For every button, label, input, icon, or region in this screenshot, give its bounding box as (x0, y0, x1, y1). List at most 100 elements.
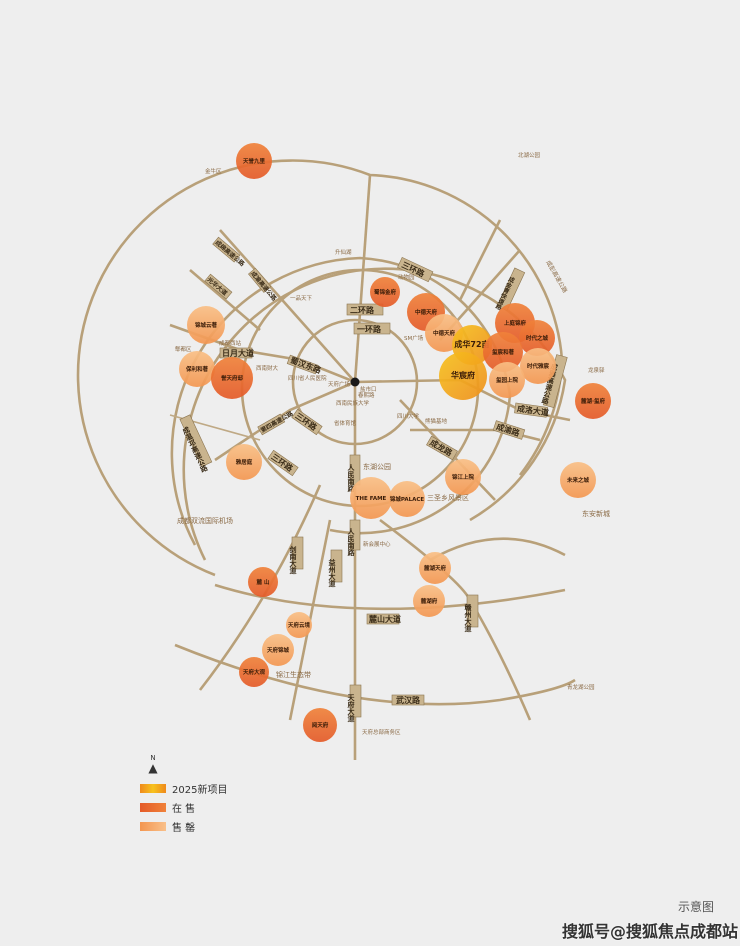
road-label-wuhan: 武汉路 (391, 694, 425, 706)
project-label: 誉天府邸 (220, 374, 244, 382)
svg-text:成彭高速公路: 成彭高速公路 (544, 259, 569, 294)
watermark: 搜狐号@搜狐焦点成都站 (562, 922, 739, 941)
project-circle-on-sale[interactable] (370, 277, 400, 307)
project-circle-sold-out[interactable] (560, 462, 596, 498)
road-label-riyue: 日月大道 (219, 347, 254, 359)
svg-text:三圣乡风景区: 三圣乡风景区 (427, 494, 469, 502)
legend: 2025新项目 在 售 售 罄 (140, 779, 227, 836)
project-marker[interactable]: 锦城PALACE (389, 481, 425, 517)
svg-text:熊猫基地: 熊猫基地 (425, 417, 448, 425)
project-circle-sold-out[interactable] (419, 552, 451, 584)
project-circle-sold-out[interactable] (413, 585, 445, 617)
road-label-xiaolong: 第四高速公路 (257, 409, 295, 436)
svg-text:动物园: 动物园 (398, 273, 415, 281)
svg-text:益州大道: 益州大道 (328, 558, 337, 588)
project-label: 玺园上院 (496, 376, 519, 384)
project-marker[interactable]: 雅居庭 (226, 444, 262, 480)
project-marker[interactable]: 麓湖天府 (419, 552, 451, 584)
project-marker[interactable]: 阅天府 (303, 708, 337, 742)
project-label: 华宸府 (451, 370, 475, 380)
road-label-ganzhou: 赣州大道 (464, 594, 479, 633)
project-label: 中德天府 (415, 308, 438, 316)
project-marker[interactable]: 未来之城 (560, 462, 596, 498)
legend-swatch-new (140, 784, 166, 793)
project-circle-on-sale[interactable] (236, 143, 272, 179)
project-circle-on-sale[interactable] (211, 357, 253, 399)
svg-text:剑南大道: 剑南大道 (289, 545, 298, 575)
project-label: THE FAME (356, 496, 387, 502)
project-label: 麓湖天府 (424, 564, 447, 572)
svg-text:赣州大道: 赣州大道 (464, 603, 473, 633)
project-label: 未来之城 (566, 476, 590, 484)
project-label: 天府锦城 (267, 646, 290, 654)
project-marker[interactable]: 玺宸和著 (483, 332, 523, 372)
project-marker[interactable]: 麓湖府 (413, 585, 445, 617)
svg-text:天府大道: 天府大道 (347, 694, 356, 723)
project-marker[interactable]: 玺园上院 (489, 362, 525, 398)
road-label-longquan: 成渝高速公路 (248, 267, 279, 303)
project-marker[interactable]: 天府大观 (239, 657, 269, 687)
svg-text:新会展中心: 新会展中心 (363, 540, 391, 548)
road-label-chengyu: 成渝路 (492, 420, 526, 440)
project-marker[interactable]: THE FAME (350, 477, 392, 519)
svg-text:二环路: 二环路 (350, 305, 375, 315)
svg-text:人民南路: 人民南路 (347, 527, 356, 557)
road-label-ring3-sw: 三环路 (267, 449, 299, 477)
project-marker[interactable]: 誉天府邸 (211, 357, 253, 399)
city-center-marker (350, 377, 360, 387)
schematic-note: 示意图 (678, 900, 715, 914)
project-marker[interactable]: 天誉九里 (236, 143, 272, 179)
project-circle-on-sale[interactable] (248, 567, 278, 597)
project-circle-sold-out[interactable] (445, 459, 481, 495)
project-circle-sold-out[interactable] (286, 612, 312, 638)
project-marker[interactable]: 蜀锦金府 (370, 277, 400, 307)
road-label-ring1: 一环路 (353, 322, 391, 335)
project-circle-sold-out[interactable] (187, 306, 225, 344)
project-circle-on-sale[interactable] (239, 657, 269, 687)
project-marker[interactable]: 锦城云著 (187, 306, 225, 344)
project-marker[interactable]: 麓湖·玺府 (575, 383, 611, 419)
svg-text:天府广场: 天府广场 (328, 380, 351, 388)
legend-item-new: 2025新项目 (140, 779, 227, 798)
project-marker[interactable]: 时代之城 (519, 320, 555, 356)
project-circle-sold-out[interactable] (262, 634, 294, 666)
project-marker[interactable]: 麓 山 (248, 567, 278, 597)
project-label: 玺宸和著 (492, 348, 515, 356)
project-label: 天誉九里 (243, 157, 266, 165)
road-label-ring2-sw: 三环路 (291, 408, 323, 436)
project-marker[interactable]: 天府锦城 (262, 634, 294, 666)
project-marker[interactable]: 时代雅宸 (520, 348, 556, 384)
project-label: 蜀锦金府 (374, 288, 397, 296)
project-circle-sold-out[interactable] (520, 348, 556, 384)
project-circle-sold-out[interactable] (226, 444, 262, 480)
project-label: 天府大观 (243, 668, 266, 676)
project-circle-sold-out[interactable] (489, 362, 525, 398)
road-label-chengluo: 成洛大道 (514, 402, 550, 418)
legend-label: 在 售 (172, 804, 196, 815)
project-marker[interactable]: 锦江上院 (445, 459, 481, 495)
svg-text:郫都区: 郫都区 (175, 345, 192, 353)
project-label: 锦城PALACE (390, 495, 425, 503)
svg-text:锦江生态带: 锦江生态带 (276, 670, 311, 679)
project-circle-on-sale[interactable] (303, 708, 337, 742)
svg-text:西南民族大学: 西南民族大学 (336, 399, 370, 407)
project-circle-on-sale[interactable] (483, 332, 523, 372)
svg-text:四川大学: 四川大学 (397, 412, 420, 420)
project-marker[interactable]: 华宸府 (439, 352, 487, 400)
north-arrow: N ▲ (146, 754, 160, 774)
legend-label: 2025新项目 (172, 785, 228, 796)
project-circle-sold-out[interactable] (350, 477, 392, 519)
road-label-renmin-s: 人民南路 (347, 519, 361, 557)
project-label: 成华72亩 (454, 339, 489, 349)
project-label: 天府云境 (288, 621, 311, 629)
svg-text:西南财大: 西南财大 (256, 364, 279, 372)
project-marker[interactable]: 保利和著 (179, 351, 215, 387)
project-circle-sold-out[interactable] (179, 351, 215, 387)
svg-text:成渝高速公路: 成渝高速公路 (249, 270, 279, 303)
project-circle-sold-out[interactable] (389, 481, 425, 517)
project-circle-on-sale[interactable] (519, 320, 555, 356)
project-circle-on-sale[interactable] (575, 383, 611, 419)
svg-text:成都双流国际机场: 成都双流国际机场 (177, 516, 233, 525)
project-circle-new[interactable] (439, 352, 487, 400)
project-marker[interactable]: 天府云境 (286, 612, 312, 638)
